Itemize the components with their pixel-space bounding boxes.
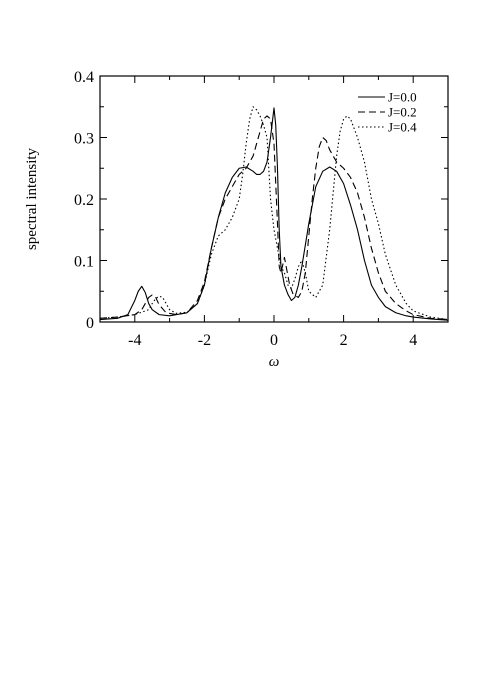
series-curves — [99, 106, 449, 321]
x-axis-label: ω — [269, 354, 280, 370]
y-tick-labels: 0 0.1 0.2 0.3 0.4 — [74, 69, 94, 332]
legend-label-2: J=0.4 — [388, 120, 417, 135]
y-tick-label: 0.1 — [74, 254, 94, 271]
legend: J=0.0J=0.2J=0.4 — [358, 90, 417, 135]
x-tick-label: -2 — [198, 332, 211, 349]
x-tick-label: -4 — [128, 332, 141, 349]
x-tick-label: 2 — [340, 332, 348, 349]
y-tick-label: 0.4 — [74, 69, 94, 86]
x-tick-label: 4 — [409, 332, 417, 349]
x-tick-labels: -4 -2 0 2 4 — [128, 332, 417, 349]
legend-label-1: J=0.2 — [388, 105, 417, 120]
y-tick-label: 0 — [86, 315, 94, 332]
x-tick-label: 0 — [270, 332, 278, 349]
y-tick-label: 0.2 — [74, 192, 94, 209]
series-line-0 — [99, 107, 449, 321]
legend-label-0: J=0.0 — [388, 90, 417, 105]
series-line-2 — [99, 106, 449, 321]
y-axis-label: spectral intensity — [24, 147, 40, 250]
axis-ticks — [99, 75, 449, 323]
series-line-1 — [99, 115, 449, 321]
y-tick-label: 0.3 — [74, 131, 94, 148]
